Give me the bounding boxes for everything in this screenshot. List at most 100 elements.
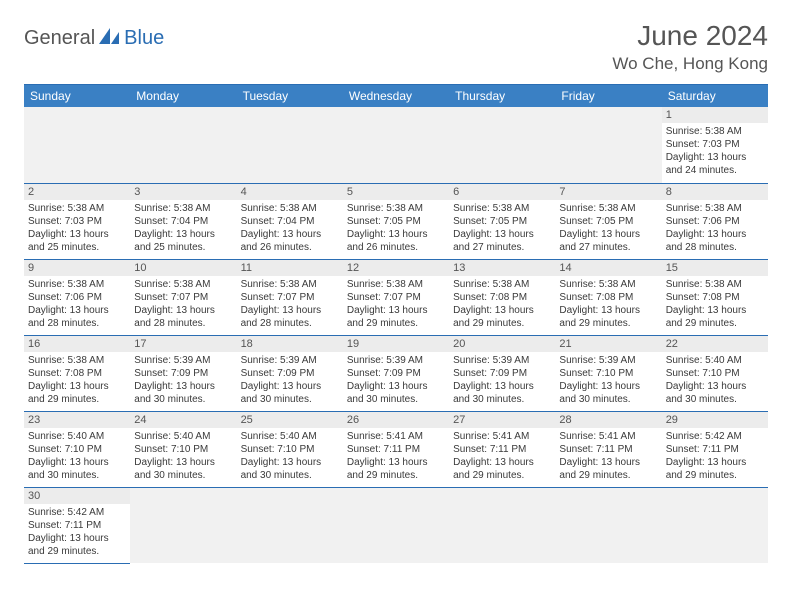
day-cell — [662, 487, 768, 563]
cell-text: and 28 minutes. — [134, 317, 232, 330]
cell-text: Sunset: 7:10 PM — [28, 443, 126, 456]
day-cell: 15Sunrise: 5:38 AMSunset: 7:08 PMDayligh… — [662, 259, 768, 335]
cell-text: and 30 minutes. — [666, 393, 764, 406]
cell-text: and 28 minutes. — [241, 317, 339, 330]
calendar-head: SundayMondayTuesdayWednesdayThursdayFrid… — [24, 85, 768, 108]
cell-text: and 25 minutes. — [28, 241, 126, 254]
cell-text: Sunset: 7:05 PM — [453, 215, 551, 228]
day-cell — [555, 487, 661, 563]
cell-text: Daylight: 13 hours — [28, 228, 126, 241]
cell-text: Sunrise: 5:39 AM — [241, 354, 339, 367]
cell-text: and 30 minutes. — [241, 393, 339, 406]
day-number: 9 — [24, 260, 130, 276]
cell-text: Sunset: 7:04 PM — [241, 215, 339, 228]
day-number: 11 — [237, 260, 343, 276]
cell-text: Sunset: 7:11 PM — [347, 443, 445, 456]
day-cell: 18Sunrise: 5:39 AMSunset: 7:09 PMDayligh… — [237, 335, 343, 411]
cell-text: and 30 minutes. — [453, 393, 551, 406]
cell-text: and 30 minutes. — [559, 393, 657, 406]
cell-text: and 29 minutes. — [28, 545, 126, 558]
cell-text: Sunset: 7:07 PM — [347, 291, 445, 304]
day-cell — [130, 107, 236, 183]
cell-text: Sunrise: 5:42 AM — [666, 430, 764, 443]
day-cell: 27Sunrise: 5:41 AMSunset: 7:11 PMDayligh… — [449, 411, 555, 487]
day-cell: 30Sunrise: 5:42 AMSunset: 7:11 PMDayligh… — [24, 487, 130, 563]
cell-text: and 30 minutes. — [134, 393, 232, 406]
day-number: 7 — [555, 184, 661, 200]
cell-text: Daylight: 13 hours — [134, 456, 232, 469]
day-cell: 20Sunrise: 5:39 AMSunset: 7:09 PMDayligh… — [449, 335, 555, 411]
cell-text: Sunrise: 5:38 AM — [28, 202, 126, 215]
day-cell: 2Sunrise: 5:38 AMSunset: 7:03 PMDaylight… — [24, 183, 130, 259]
cell-text: and 26 minutes. — [347, 241, 445, 254]
cell-text: and 30 minutes. — [28, 469, 126, 482]
day-cell — [237, 487, 343, 563]
title-block: June 2024 Wo Che, Hong Kong — [612, 20, 768, 74]
cell-text: Daylight: 13 hours — [559, 380, 657, 393]
cell-text: Daylight: 13 hours — [559, 304, 657, 317]
day-cell: 10Sunrise: 5:38 AMSunset: 7:07 PMDayligh… — [130, 259, 236, 335]
cell-text: and 29 minutes. — [453, 317, 551, 330]
day-number: 28 — [555, 412, 661, 428]
day-number: 24 — [130, 412, 236, 428]
day-cell: 24Sunrise: 5:40 AMSunset: 7:10 PMDayligh… — [130, 411, 236, 487]
cell-text: Sunrise: 5:42 AM — [28, 506, 126, 519]
cell-text: Sunset: 7:11 PM — [453, 443, 551, 456]
cell-text: and 30 minutes. — [134, 469, 232, 482]
day-cell: 17Sunrise: 5:39 AMSunset: 7:09 PMDayligh… — [130, 335, 236, 411]
header: General Blue June 2024 Wo Che, Hong Kong — [24, 20, 768, 74]
cell-text: Daylight: 13 hours — [28, 304, 126, 317]
cell-text: Daylight: 13 hours — [28, 532, 126, 545]
cell-text: and 29 minutes. — [28, 393, 126, 406]
day-number: 20 — [449, 336, 555, 352]
cell-text: Sunset: 7:09 PM — [241, 367, 339, 380]
day-number: 12 — [343, 260, 449, 276]
cell-text: Sunset: 7:10 PM — [559, 367, 657, 380]
day-cell: 21Sunrise: 5:39 AMSunset: 7:10 PMDayligh… — [555, 335, 661, 411]
table-row: 23Sunrise: 5:40 AMSunset: 7:10 PMDayligh… — [24, 411, 768, 487]
cell-text: Sunrise: 5:38 AM — [453, 278, 551, 291]
cell-text: Sunrise: 5:38 AM — [666, 202, 764, 215]
cell-text: and 29 minutes. — [453, 469, 551, 482]
cell-text: Daylight: 13 hours — [28, 456, 126, 469]
cell-text: Sunrise: 5:39 AM — [559, 354, 657, 367]
cell-text: Daylight: 13 hours — [666, 151, 764, 164]
cell-text: Sunrise: 5:39 AM — [347, 354, 445, 367]
table-row: 1Sunrise: 5:38 AMSunset: 7:03 PMDaylight… — [24, 107, 768, 183]
cell-text: and 26 minutes. — [241, 241, 339, 254]
table-row: 16Sunrise: 5:38 AMSunset: 7:08 PMDayligh… — [24, 335, 768, 411]
cell-text: and 29 minutes. — [559, 469, 657, 482]
cell-text: Sunrise: 5:38 AM — [347, 278, 445, 291]
cell-text: Sunset: 7:07 PM — [134, 291, 232, 304]
cell-text: and 29 minutes. — [666, 317, 764, 330]
cell-text: Sunrise: 5:40 AM — [134, 430, 232, 443]
table-row: 9Sunrise: 5:38 AMSunset: 7:06 PMDaylight… — [24, 259, 768, 335]
cell-text: and 30 minutes. — [241, 469, 339, 482]
cell-text: Sunset: 7:06 PM — [28, 291, 126, 304]
logo-text-blue: Blue — [124, 27, 164, 50]
calendar-table: SundayMondayTuesdayWednesdayThursdayFrid… — [24, 84, 768, 564]
cell-text: Sunset: 7:11 PM — [666, 443, 764, 456]
cell-text: Sunset: 7:07 PM — [241, 291, 339, 304]
day-cell — [24, 107, 130, 183]
day-cell — [449, 107, 555, 183]
cell-text: Sunset: 7:06 PM — [666, 215, 764, 228]
cell-text: Daylight: 13 hours — [453, 228, 551, 241]
cell-text: and 27 minutes. — [559, 241, 657, 254]
calendar-body: 1Sunrise: 5:38 AMSunset: 7:03 PMDaylight… — [24, 107, 768, 563]
cell-text: Daylight: 13 hours — [666, 380, 764, 393]
day-number: 29 — [662, 412, 768, 428]
cell-text: Daylight: 13 hours — [347, 228, 445, 241]
cell-text: Daylight: 13 hours — [347, 304, 445, 317]
cell-text: Sunset: 7:08 PM — [453, 291, 551, 304]
day-cell: 28Sunrise: 5:41 AMSunset: 7:11 PMDayligh… — [555, 411, 661, 487]
day-cell: 23Sunrise: 5:40 AMSunset: 7:10 PMDayligh… — [24, 411, 130, 487]
day-number: 3 — [130, 184, 236, 200]
day-number: 30 — [24, 488, 130, 504]
day-cell: 4Sunrise: 5:38 AMSunset: 7:04 PMDaylight… — [237, 183, 343, 259]
day-number: 2 — [24, 184, 130, 200]
cell-text: Daylight: 13 hours — [134, 380, 232, 393]
cell-text: Daylight: 13 hours — [28, 380, 126, 393]
cell-text: Sunset: 7:09 PM — [453, 367, 551, 380]
day-cell: 6Sunrise: 5:38 AMSunset: 7:05 PMDaylight… — [449, 183, 555, 259]
